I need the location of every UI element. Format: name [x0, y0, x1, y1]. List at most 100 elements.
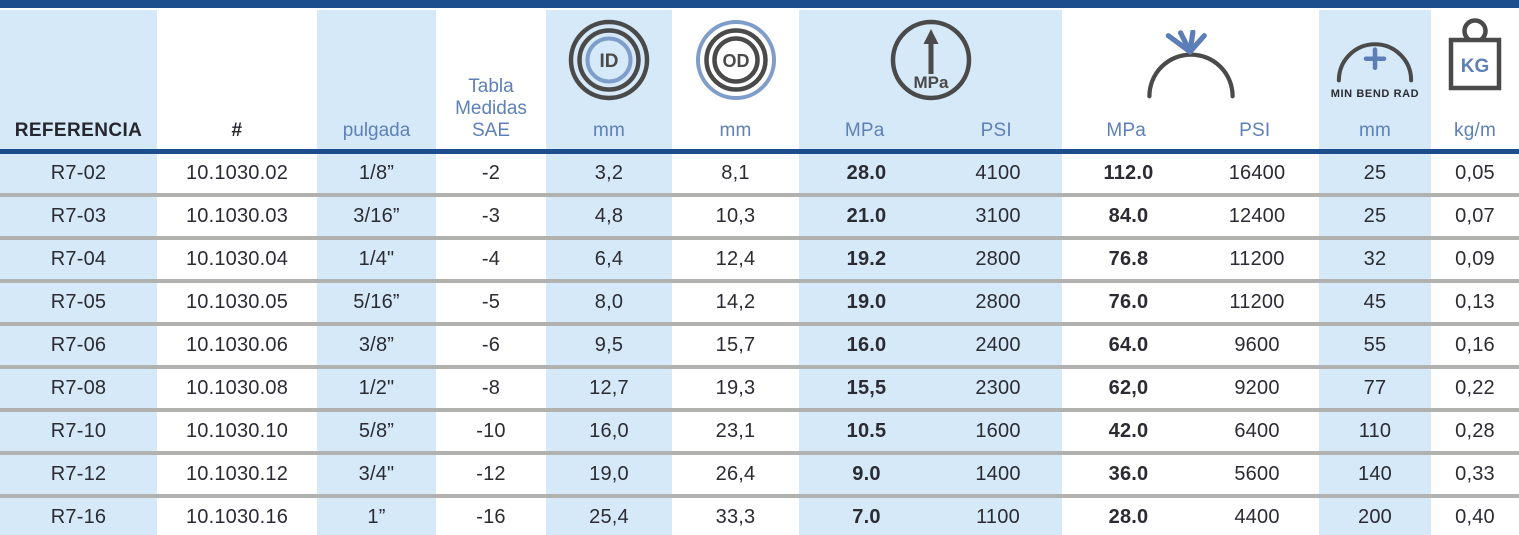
cell-sae-dash: -8 — [436, 367, 546, 412]
cell-min-bend-radius-mm: 77 — [1319, 367, 1431, 412]
cell-weight-kg-m: 0,05 — [1431, 151, 1519, 197]
hose-spec-table: REFERENCIA # pulgada Tabla Medidas SAE — [0, 10, 1519, 535]
svg-text:ID: ID — [600, 51, 619, 72]
cell-size-inch: 1” — [317, 496, 436, 535]
burst-pressure-mpa-label: MPa — [1106, 120, 1147, 141]
cell-referencia: R7-04 — [0, 238, 157, 283]
cell-burst-pressure-mpa: 62,0 — [1062, 367, 1195, 412]
od-unit-label: mm — [719, 120, 752, 141]
table-row: R7-03 10.1030.03 3/16” -3 4,8 10,3 21.0 … — [0, 195, 1519, 240]
cell-burst-pressure-psi: 4400 — [1195, 496, 1319, 535]
cell-outer-diameter-mm: 15,7 — [672, 324, 799, 369]
cell-working-pressure-psi: 4100 — [934, 151, 1062, 197]
part-number-label: # — [231, 120, 243, 141]
table-row: R7-16 10.1030.16 1” -16 25,4 33,3 7.0 11… — [0, 496, 1519, 535]
cell-part-number: 10.1030.16 — [157, 496, 317, 535]
burst-pressure-psi-label: PSI — [1239, 120, 1271, 141]
cell-working-pressure-mpa: 15,5 — [799, 367, 934, 412]
cell-size-inch: 1/2" — [317, 367, 436, 412]
svg-text:KG: KG — [1461, 56, 1490, 77]
cell-inner-diameter-mm: 25,4 — [546, 496, 672, 535]
min-bend-radius-icon — [1336, 42, 1414, 83]
cell-burst-pressure-psi: 11200 — [1195, 281, 1319, 326]
burst-pressure-icon — [1146, 30, 1235, 99]
header-min-bend-radius: MIN BEND RAD mm — [1319, 10, 1431, 154]
cell-working-pressure-psi: 3100 — [934, 195, 1062, 240]
cell-weight-kg-m: 0,28 — [1431, 410, 1519, 455]
cell-min-bend-radius-mm: 45 — [1319, 281, 1431, 326]
cell-working-pressure-psi: 2800 — [934, 238, 1062, 283]
cell-working-pressure-mpa: 21.0 — [799, 195, 934, 240]
cell-weight-kg-m: 0,22 — [1431, 367, 1519, 412]
cell-sae-dash: -5 — [436, 281, 546, 326]
cell-burst-pressure-psi: 9200 — [1195, 367, 1319, 412]
cell-sae-dash: -2 — [436, 151, 546, 197]
cell-part-number: 10.1030.10 — [157, 410, 317, 455]
min-bend-rad-label: MIN BEND RAD — [1330, 88, 1420, 100]
cell-min-bend-radius-mm: 200 — [1319, 496, 1431, 535]
cell-inner-diameter-mm: 16,0 — [546, 410, 672, 455]
table-row: R7-06 10.1030.06 3/8” -6 9,5 15,7 16.0 2… — [0, 324, 1519, 369]
cell-weight-kg-m: 0,09 — [1431, 238, 1519, 283]
working-pressure-gauge-icon: MPa — [890, 19, 971, 101]
cell-part-number: 10.1030.04 — [157, 238, 317, 283]
cell-size-inch: 5/8” — [317, 410, 436, 455]
cell-working-pressure-mpa: 28.0 — [799, 151, 934, 197]
cell-min-bend-radius-mm: 25 — [1319, 151, 1431, 197]
working-pressure-mpa-label: MPa — [844, 120, 885, 141]
cell-burst-pressure-mpa: 112.0 — [1062, 151, 1195, 197]
header-part-number: # — [157, 10, 317, 154]
cell-working-pressure-psi: 1100 — [934, 496, 1062, 535]
cell-working-pressure-psi: 1400 — [934, 453, 1062, 498]
header-sae: Tabla Medidas SAE — [436, 10, 546, 154]
header-burst-pressure: MPa PSI — [1062, 10, 1319, 154]
cell-burst-pressure-mpa: 76.8 — [1062, 238, 1195, 283]
cell-referencia: R7-03 — [0, 195, 157, 240]
cell-part-number: 10.1030.02 — [157, 151, 317, 197]
cell-outer-diameter-mm: 8,1 — [672, 151, 799, 197]
cell-outer-diameter-mm: 23,1 — [672, 410, 799, 455]
spec-table-body: R7-02 10.1030.02 1/8” -2 3,2 8,1 28.0 41… — [0, 151, 1519, 535]
cell-outer-diameter-mm: 33,3 — [672, 496, 799, 535]
cell-size-inch: 3/8” — [317, 324, 436, 369]
cell-burst-pressure-mpa: 76.0 — [1062, 281, 1195, 326]
cell-inner-diameter-mm: 12,7 — [546, 367, 672, 412]
cell-size-inch: 1/4" — [317, 238, 436, 283]
table-header: REFERENCIA # pulgada Tabla Medidas SAE — [0, 10, 1519, 154]
cell-working-pressure-mpa: 7.0 — [799, 496, 934, 535]
cell-weight-kg-m: 0,13 — [1431, 281, 1519, 326]
cell-burst-pressure-mpa: 64.0 — [1062, 324, 1195, 369]
cell-working-pressure-mpa: 9.0 — [799, 453, 934, 498]
cell-referencia: R7-02 — [0, 151, 157, 197]
cell-weight-kg-m: 0,07 — [1431, 195, 1519, 240]
sae-label: Tabla Medidas SAE — [455, 76, 527, 142]
cell-size-inch: 1/8” — [317, 151, 436, 197]
cell-weight-kg-m: 0,33 — [1431, 453, 1519, 498]
cell-burst-pressure-psi: 12400 — [1195, 195, 1319, 240]
cell-burst-pressure-psi: 6400 — [1195, 410, 1319, 455]
table-row: R7-12 10.1030.12 3/4" -12 19,0 26,4 9.0 … — [0, 453, 1519, 498]
cell-working-pressure-psi: 2300 — [934, 367, 1062, 412]
header-pulgada: pulgada — [317, 10, 436, 154]
cell-inner-diameter-mm: 6,4 — [546, 238, 672, 283]
header-referencia: REFERENCIA — [0, 10, 157, 154]
svg-text:OD: OD — [722, 51, 749, 71]
cell-part-number: 10.1030.05 — [157, 281, 317, 326]
cell-referencia: R7-12 — [0, 453, 157, 498]
cell-inner-diameter-mm: 19,0 — [546, 453, 672, 498]
cell-referencia: R7-06 — [0, 324, 157, 369]
cell-part-number: 10.1030.08 — [157, 367, 317, 412]
header-working-pressure: MPa MPa PSI — [799, 10, 1062, 154]
cell-inner-diameter-mm: 4,8 — [546, 195, 672, 240]
cell-min-bend-radius-mm: 110 — [1319, 410, 1431, 455]
cell-size-inch: 5/16” — [317, 281, 436, 326]
cell-min-bend-radius-mm: 32 — [1319, 238, 1431, 283]
cell-sae-dash: -3 — [436, 195, 546, 240]
cell-referencia: R7-08 — [0, 367, 157, 412]
referencia-label: REFERENCIA — [14, 120, 143, 141]
inner-diameter-icon: ID — [568, 19, 650, 101]
pulgada-label: pulgada — [342, 120, 411, 142]
table-row: R7-02 10.1030.02 1/8” -2 3,2 8,1 28.0 41… — [0, 151, 1519, 197]
cell-min-bend-radius-mm: 25 — [1319, 195, 1431, 240]
cell-outer-diameter-mm: 19,3 — [672, 367, 799, 412]
